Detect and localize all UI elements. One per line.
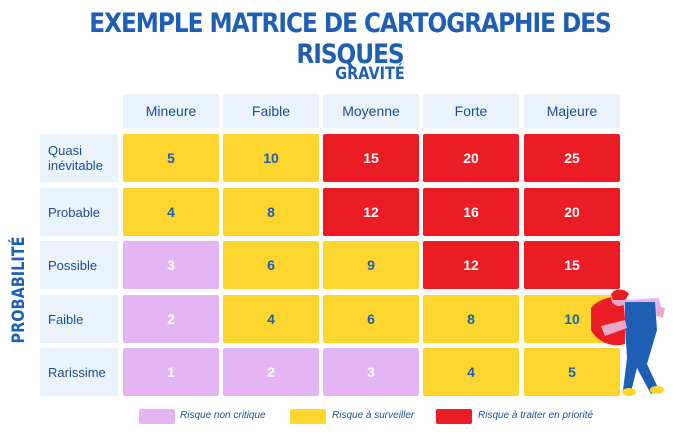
- column-header-0: Mineure: [123, 94, 219, 128]
- risk-cell: 20: [524, 188, 620, 236]
- risk-cell: 16: [423, 188, 519, 236]
- risk-cell: 12: [423, 241, 519, 289]
- risk-cell: 6: [323, 295, 419, 343]
- risk-cell: 10: [223, 134, 319, 182]
- risk-cell: 2: [223, 348, 319, 396]
- risk-cell: 25: [524, 134, 620, 182]
- risk-cell: 20: [423, 134, 519, 182]
- column-header-3: Forte: [423, 94, 519, 128]
- risk-cell: 12: [323, 188, 419, 236]
- risk-cell: 15: [323, 134, 419, 182]
- risk-cell: 9: [323, 241, 419, 289]
- probability-axis-label: PROBABILITÉ: [9, 236, 29, 344]
- legend-label-priority: Risque à traiter en priorité: [478, 410, 594, 421]
- risk-cell: 4: [223, 295, 319, 343]
- risk-cell: 1: [123, 348, 219, 396]
- risk-cell: 4: [123, 188, 219, 236]
- risk-cell: 6: [223, 241, 319, 289]
- risk-cell: 15: [524, 241, 620, 289]
- row-header-0: Quasi inévitable: [40, 134, 118, 182]
- risk-cell: 5: [524, 348, 620, 396]
- gravity-axis-label: GRAVITÉ: [335, 64, 405, 84]
- risk-cell: 3: [323, 348, 419, 396]
- person-illustration: [591, 289, 665, 396]
- page-title: EXEMPLE MATRICE DE CARTOGRAPHIE DES RISQ…: [89, 8, 611, 70]
- row-header-2: Possible: [40, 241, 118, 289]
- legend-label-non-critical: Risque non critique: [180, 410, 266, 421]
- risk-cell: 3: [123, 241, 219, 289]
- column-header-2: Moyenne: [323, 94, 419, 128]
- row-header-1: Probable: [40, 188, 118, 236]
- column-header-4: Majeure: [524, 94, 620, 128]
- row-header-4: Rarissime: [40, 348, 118, 396]
- risk-cell: 5: [123, 134, 219, 182]
- legend-swatch-monitor: [290, 409, 326, 424]
- column-header-1: Faible: [223, 94, 319, 128]
- risk-cell: 4: [423, 348, 519, 396]
- legend-swatch-non-critical: [139, 409, 175, 424]
- legend-label-monitor: Risque à surveiller: [332, 410, 415, 421]
- risk-cell: 8: [223, 188, 319, 236]
- risk-cell: 2: [123, 295, 219, 343]
- legend-swatch-priority: [436, 409, 472, 424]
- risk-cell: 8: [423, 295, 519, 343]
- row-header-3: Faible: [40, 295, 118, 343]
